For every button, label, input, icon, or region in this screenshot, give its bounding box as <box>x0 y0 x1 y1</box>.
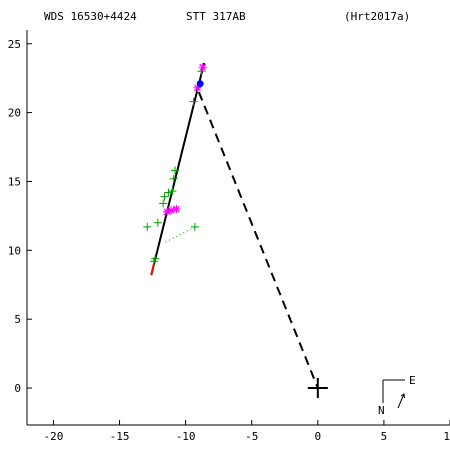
node-line-segment <box>197 91 319 389</box>
x-tick-label: -20 <box>44 430 64 443</box>
observation-dot-point <box>196 80 204 88</box>
x-tick-label: 10 <box>443 430 450 443</box>
x-tick-label: -5 <box>245 430 258 443</box>
y-tick-label: 20 <box>8 107 21 120</box>
observation-plus-point <box>164 188 173 197</box>
compass-frame <box>382 379 405 403</box>
compass-indicator: E N <box>378 374 416 417</box>
y-tick-label: 5 <box>14 313 21 326</box>
observation-plus-point <box>153 218 162 227</box>
observation-plus-point <box>171 166 180 175</box>
node-line <box>197 91 319 389</box>
observation-plus-point <box>143 222 152 231</box>
observation-plus-point <box>159 199 168 208</box>
orbit-line <box>150 62 206 276</box>
observation-asterisk-point <box>167 206 176 215</box>
compass-east-label: E <box>409 374 416 387</box>
x-tick-label: -15 <box>110 430 130 443</box>
y-tick-label: 25 <box>8 38 21 51</box>
header-orbit-ref: (Hrt2017a) <box>344 10 410 23</box>
y-tick-label: 10 <box>8 244 21 257</box>
x-tick-label: 0 <box>315 430 322 443</box>
header-pair-name: STT 317AB <box>186 10 246 23</box>
orbit-line-end <box>150 263 155 276</box>
observation-plus-point <box>190 222 199 231</box>
observation-plus-point <box>160 192 169 201</box>
observation-plus-point <box>189 97 198 106</box>
observation-plus-point <box>169 174 178 183</box>
y-tick-label: 15 <box>8 175 21 188</box>
observation-asterisk-point <box>198 63 207 72</box>
y-tick-label: 0 <box>14 382 21 395</box>
observation-asterisk-point <box>193 83 202 92</box>
observation-asterisk-point <box>163 207 172 216</box>
orbit-arc <box>150 62 206 276</box>
plot-axes: -20 -15 -10 -5 0 5 10 0 5 10 15 20 25 <box>8 30 450 443</box>
motion-arrow-icon <box>397 393 405 409</box>
x-tick-label: -10 <box>176 430 196 443</box>
observation-plus-point <box>151 254 160 263</box>
observation-points <box>143 63 207 266</box>
primary-star-cross <box>307 378 328 399</box>
observation-plus-point <box>168 187 177 196</box>
observation-asterisk-point <box>172 205 181 214</box>
x-tick-label: 5 <box>381 430 388 443</box>
compass-north-label: N <box>378 404 385 417</box>
residual-link <box>162 226 196 244</box>
header-system-id: WDS 16530+4424 <box>44 10 137 23</box>
residual-links <box>147 225 196 244</box>
primary-star-marker <box>307 378 328 399</box>
